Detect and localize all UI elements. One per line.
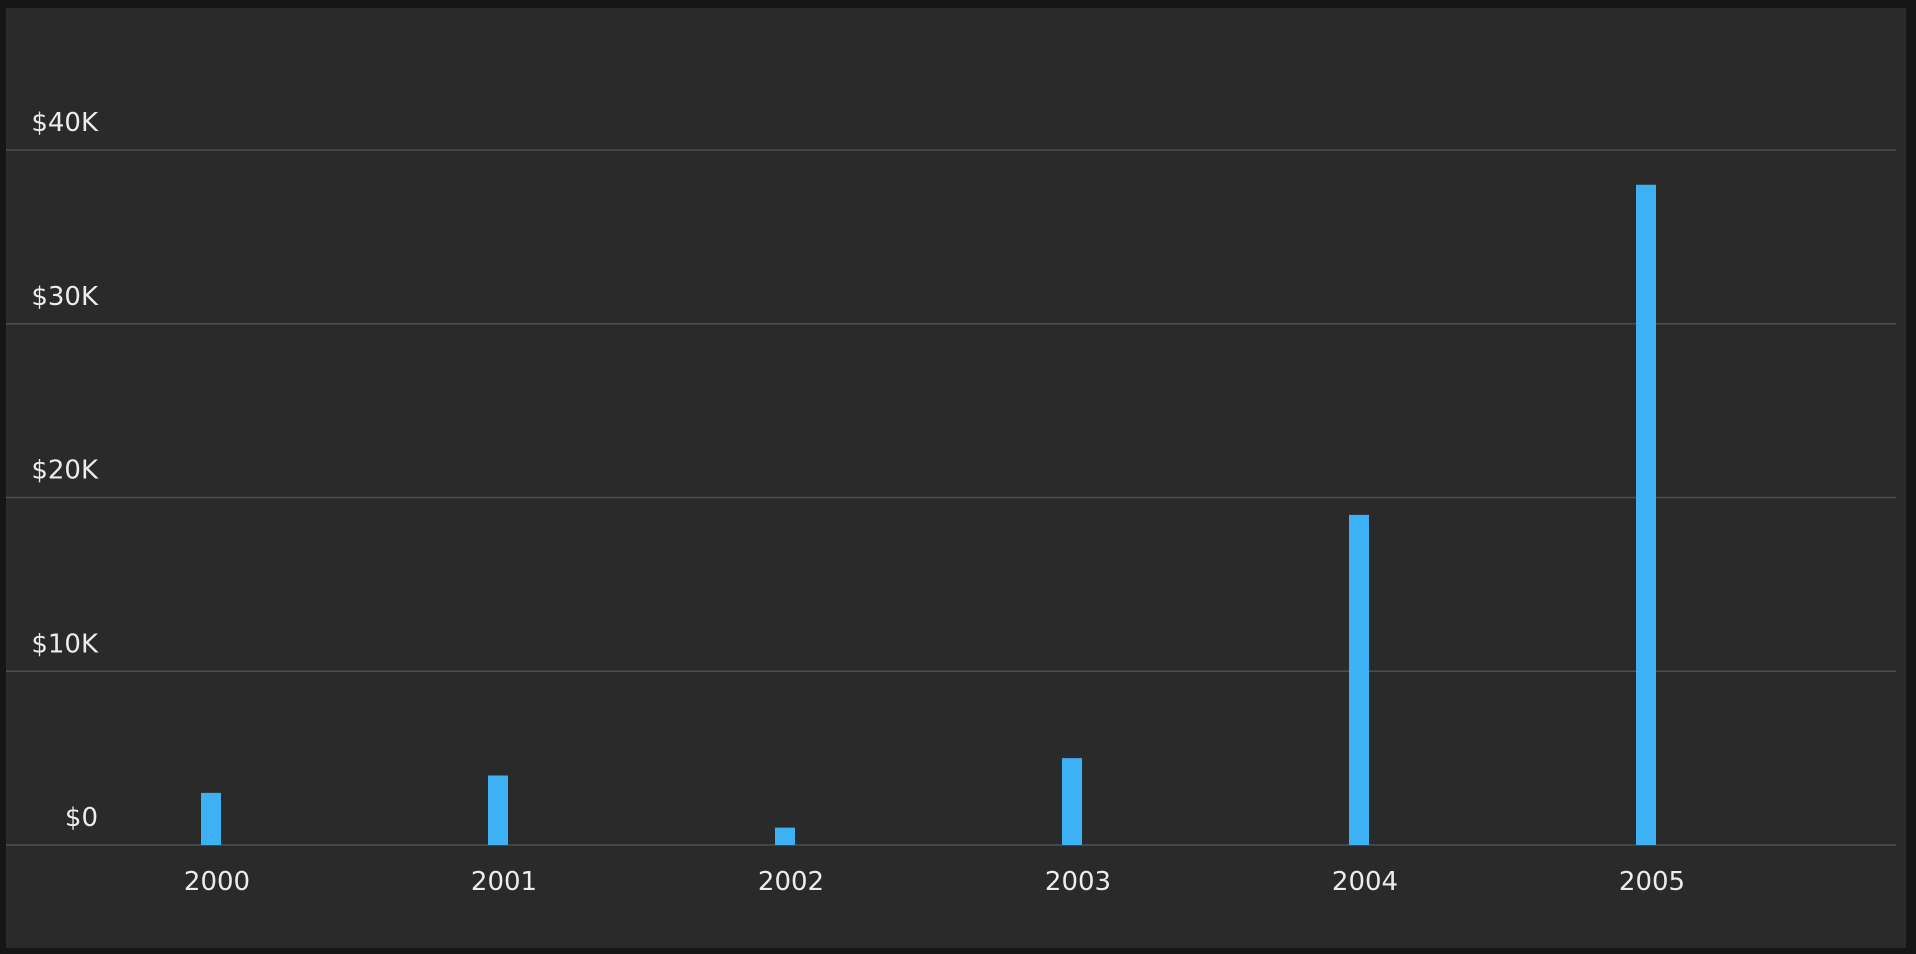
x-tick-label-2003: 2003	[1045, 867, 1111, 897]
chart-panel: $0 $10K $20K $30K $40K 2000 2001 2002 2003 2004 2…	[6, 8, 1906, 948]
bar-2001[interactable]	[488, 775, 508, 846]
grid-lines	[6, 149, 1896, 846]
x-tick-label-2002: 2002	[758, 867, 824, 897]
bar-2004[interactable]	[1349, 514, 1369, 845]
x-tick-label-2004: 2004	[1332, 867, 1398, 897]
y-tick-label: $30K	[31, 282, 99, 312]
x-tick-label-2005: 2005	[1619, 867, 1685, 897]
y-tick-label: $10K	[31, 629, 99, 659]
bar-2002[interactable]	[775, 827, 795, 845]
y-tick-label: $20K	[31, 456, 99, 486]
y-axis-tick-labels: $0 $10K $20K $30K $40K	[31, 108, 99, 833]
bar-2005[interactable]	[1636, 184, 1656, 845]
bar-2000[interactable]	[201, 792, 221, 845]
bar-chart: $0$10K$20K$30K$40K 2000 2001 2002 2003 2004 2…	[6, 108, 1896, 897]
x-tick-label-2000: 2000	[184, 867, 250, 897]
x-tick-label-2001: 2001	[471, 867, 537, 897]
x-axis-tick-labels: 2000 2001 2002 2003 2004 2005	[184, 867, 1685, 897]
y-tick-label: $40K	[31, 108, 99, 138]
y-tick-label: $0	[65, 803, 98, 833]
bar-2003[interactable]	[1062, 758, 1082, 845]
bars	[201, 184, 1656, 846]
